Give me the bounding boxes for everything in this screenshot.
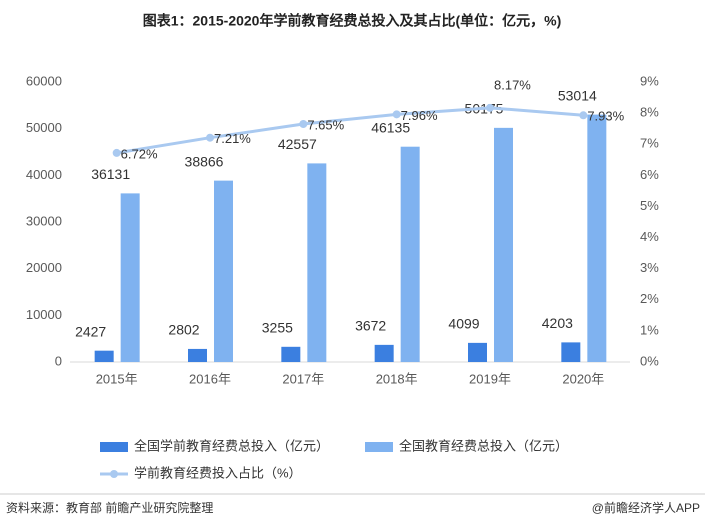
line bbox=[116, 106, 584, 155]
y2-tick-label: 1% bbox=[640, 322, 659, 337]
bar-label: 3255 bbox=[262, 320, 293, 336]
line-label: 7.93% bbox=[587, 109, 624, 124]
y-tick-label: 0 bbox=[55, 353, 62, 368]
bar-label: 3672 bbox=[355, 318, 386, 334]
legend-marker bbox=[110, 470, 118, 478]
y2-tick-label: 9% bbox=[640, 73, 659, 88]
bar bbox=[307, 163, 327, 362]
y2-tick-label: 6% bbox=[640, 167, 659, 182]
y-tick-label: 50000 bbox=[26, 120, 62, 135]
line-point bbox=[299, 120, 308, 128]
y-tick-label: 30000 bbox=[26, 213, 62, 228]
bar bbox=[400, 146, 420, 362]
bar bbox=[120, 193, 140, 362]
bar-label: 53014 bbox=[558, 87, 597, 103]
line-label: 7.96% bbox=[401, 108, 438, 123]
bar-label: 2427 bbox=[75, 323, 106, 339]
bar-label: 36131 bbox=[91, 166, 130, 182]
y-tick-label: 60000 bbox=[26, 73, 62, 88]
bar bbox=[468, 342, 487, 362]
y-tick-label: 10000 bbox=[26, 307, 62, 322]
line-point bbox=[112, 148, 121, 157]
credit: @前瞻经济学人APP bbox=[592, 500, 700, 515]
bar bbox=[214, 180, 233, 362]
bar bbox=[494, 127, 513, 362]
x-tick-label: 2018年 bbox=[376, 371, 418, 386]
line-label: 6.72% bbox=[121, 146, 158, 161]
y-tick-label: 40000 bbox=[26, 167, 62, 182]
line-label: 7.65% bbox=[307, 117, 344, 132]
y2-tick-label: 8% bbox=[640, 105, 659, 120]
bar-label: 42557 bbox=[278, 136, 317, 152]
line-point bbox=[486, 103, 494, 112]
x-tick-label: 2020年 bbox=[562, 371, 604, 386]
legend-swatch bbox=[100, 442, 128, 452]
line-point bbox=[206, 133, 214, 142]
bar bbox=[561, 342, 581, 362]
legend-label: 全国学前教育经费总投入（亿元） bbox=[134, 438, 329, 453]
bar bbox=[587, 114, 607, 362]
chart-title: 图表1：2015-2020年学前教育经费总投入及其占比(单位：亿元，%) bbox=[143, 13, 562, 29]
legend-label: 全国教育经费总投入（亿元） bbox=[399, 438, 568, 453]
bar bbox=[374, 344, 394, 362]
bar bbox=[188, 348, 207, 362]
bar-label: 4099 bbox=[448, 316, 479, 332]
line-label: 8.17% bbox=[494, 77, 531, 92]
line-point bbox=[392, 110, 401, 119]
y2-tick-label: 3% bbox=[640, 260, 659, 275]
bar-label: 2802 bbox=[168, 322, 199, 338]
line-label: 7.21% bbox=[214, 131, 251, 146]
x-tick-label: 2015年 bbox=[96, 371, 138, 386]
x-tick-label: 2019年 bbox=[469, 371, 511, 386]
bar bbox=[281, 346, 301, 362]
y2-tick-label: 5% bbox=[640, 198, 659, 213]
y2-tick-label: 2% bbox=[640, 291, 659, 306]
bar-label: 38866 bbox=[185, 153, 224, 169]
y-tick-label: 20000 bbox=[26, 260, 62, 275]
x-tick-label: 2017年 bbox=[282, 371, 324, 386]
source: 资料来源：教育部 前瞻产业研究院整理 bbox=[6, 500, 213, 515]
bar-label: 46135 bbox=[371, 119, 410, 135]
legend-swatch bbox=[365, 442, 393, 452]
y2-tick-label: 4% bbox=[640, 229, 659, 244]
x-tick-label: 2016年 bbox=[189, 371, 231, 386]
line-point bbox=[579, 111, 588, 120]
y2-tick-label: 0% bbox=[640, 353, 659, 368]
y2-tick-label: 7% bbox=[640, 136, 659, 151]
bar bbox=[94, 350, 114, 362]
bar-label: 4203 bbox=[542, 315, 573, 331]
legend-label: 学前教育经费投入占比（%） bbox=[134, 465, 302, 480]
